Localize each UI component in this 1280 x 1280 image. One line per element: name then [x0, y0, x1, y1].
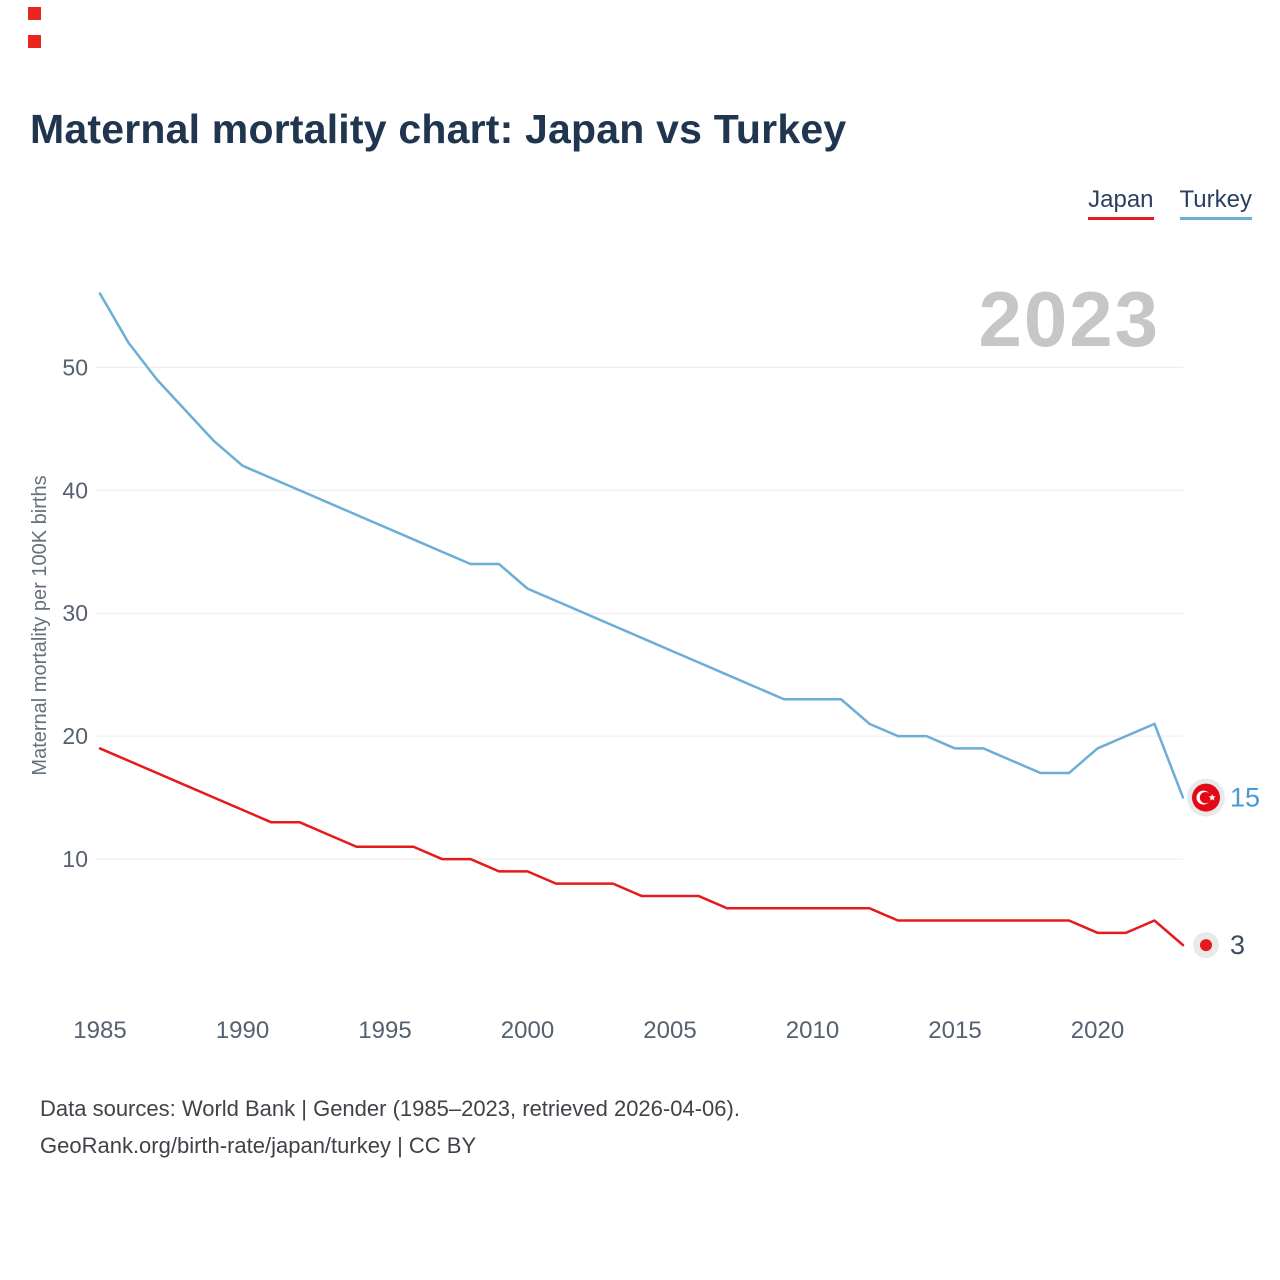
page-title: Maternal mortality chart: Japan vs Turke…: [30, 106, 847, 152]
svg-text:20: 20: [62, 723, 88, 749]
legend-item-japan[interactable]: Japan: [1088, 186, 1154, 220]
svg-text:2005: 2005: [643, 1017, 696, 1044]
svg-text:40: 40: [62, 477, 88, 503]
footer: Data sources: World Bank | Gender (1985–…: [40, 1090, 740, 1164]
svg-text:3: 3: [1230, 930, 1245, 960]
legend: Japan Turkey: [1088, 186, 1252, 220]
svg-text:1995: 1995: [358, 1017, 411, 1044]
svg-text:2020: 2020: [1071, 1017, 1124, 1044]
svg-text:10: 10: [62, 846, 88, 872]
watermark-year: 2023: [978, 275, 1160, 363]
svg-text:1985: 1985: [73, 1017, 126, 1044]
svg-text:2010: 2010: [786, 1017, 839, 1044]
svg-text:30: 30: [62, 600, 88, 626]
footer-attribution-line: GeoRank.org/birth-rate/japan/turkey | CC…: [40, 1133, 477, 1158]
svg-text:1990: 1990: [216, 1017, 269, 1044]
corner-marker-icon: [28, 35, 41, 48]
footer-sources-line: Data sources: World Bank | Gender (1985–…: [40, 1096, 740, 1121]
svg-text:Maternal mortality per 100K bi: Maternal mortality per 100K births: [29, 475, 51, 775]
svg-text:2015: 2015: [928, 1017, 981, 1044]
corner-marker-icon: [28, 7, 41, 20]
svg-text:15: 15: [1230, 783, 1260, 813]
svg-text:50: 50: [62, 354, 88, 380]
svg-text:2000: 2000: [501, 1017, 554, 1044]
legend-item-turkey[interactable]: Turkey: [1179, 186, 1252, 220]
